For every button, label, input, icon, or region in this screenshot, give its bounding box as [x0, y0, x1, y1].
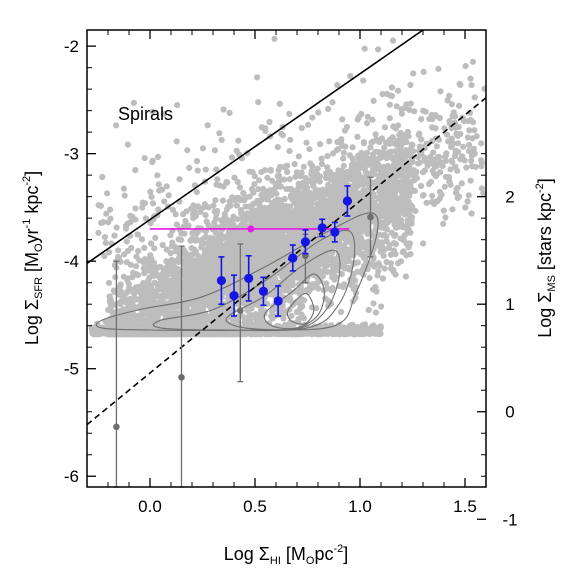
blue-point	[244, 273, 254, 283]
y-tick-label: -5	[64, 360, 79, 379]
y-axis-title-left: Log ΣSFR [MOyr-1 kpc-2]	[21, 171, 45, 345]
y-right-tick-label: 1	[505, 295, 514, 314]
x-axis-title: Log ΣHI [MOpc-2]	[224, 543, 349, 567]
spirals-annotation: Spirals	[118, 104, 173, 124]
gray-point	[237, 307, 244, 314]
axis-ticks: 0.0 0.5 1.0 1.5 -6 -5 -4 -3 -2 -1 0 1 2	[64, 30, 518, 529]
cloud-points	[88, 35, 486, 338]
gray-point	[113, 423, 120, 431]
gray-point	[178, 374, 185, 381]
plot-frame	[86, 29, 487, 488]
y-tick-label: -2	[64, 37, 79, 56]
blue-point	[258, 286, 268, 296]
y-tick-label: -6	[64, 467, 79, 486]
y-tick-label: -4	[64, 252, 79, 271]
blue-point	[300, 237, 310, 247]
gray-point	[367, 213, 374, 221]
scatter-cloud	[88, 35, 486, 338]
blue-point	[273, 296, 283, 306]
dashed-reference-line	[87, 97, 486, 426]
y-axis-title-right: Log ΣMS [stars kpc-2]	[534, 178, 558, 338]
contour-3	[263, 273, 325, 330]
contour-2	[225, 249, 341, 331]
x-tick-label: 0.5	[243, 497, 267, 516]
solid-reference-line	[87, 30, 424, 264]
blue-point	[288, 253, 298, 263]
magenta-series	[150, 225, 350, 233]
blue-series	[216, 185, 352, 317]
blue-point	[342, 196, 352, 206]
y-right-tick-label: 2	[505, 188, 514, 207]
reference-lines	[87, 30, 486, 426]
y-tick-label: -3	[64, 145, 79, 164]
x-tick-label: 1.5	[453, 497, 477, 516]
y-right-tick-label: -1	[502, 510, 517, 529]
blue-point	[229, 290, 239, 301]
y-right-tick-label: 0	[505, 403, 514, 422]
magenta-point	[247, 225, 255, 233]
blue-point	[317, 223, 327, 233]
blue-point	[216, 275, 226, 286]
contour-0	[95, 212, 379, 331]
x-tick-label: 1.0	[348, 497, 372, 516]
contour-4	[286, 292, 315, 325]
blue-point	[330, 227, 340, 237]
x-tick-label: 0.0	[138, 497, 162, 516]
